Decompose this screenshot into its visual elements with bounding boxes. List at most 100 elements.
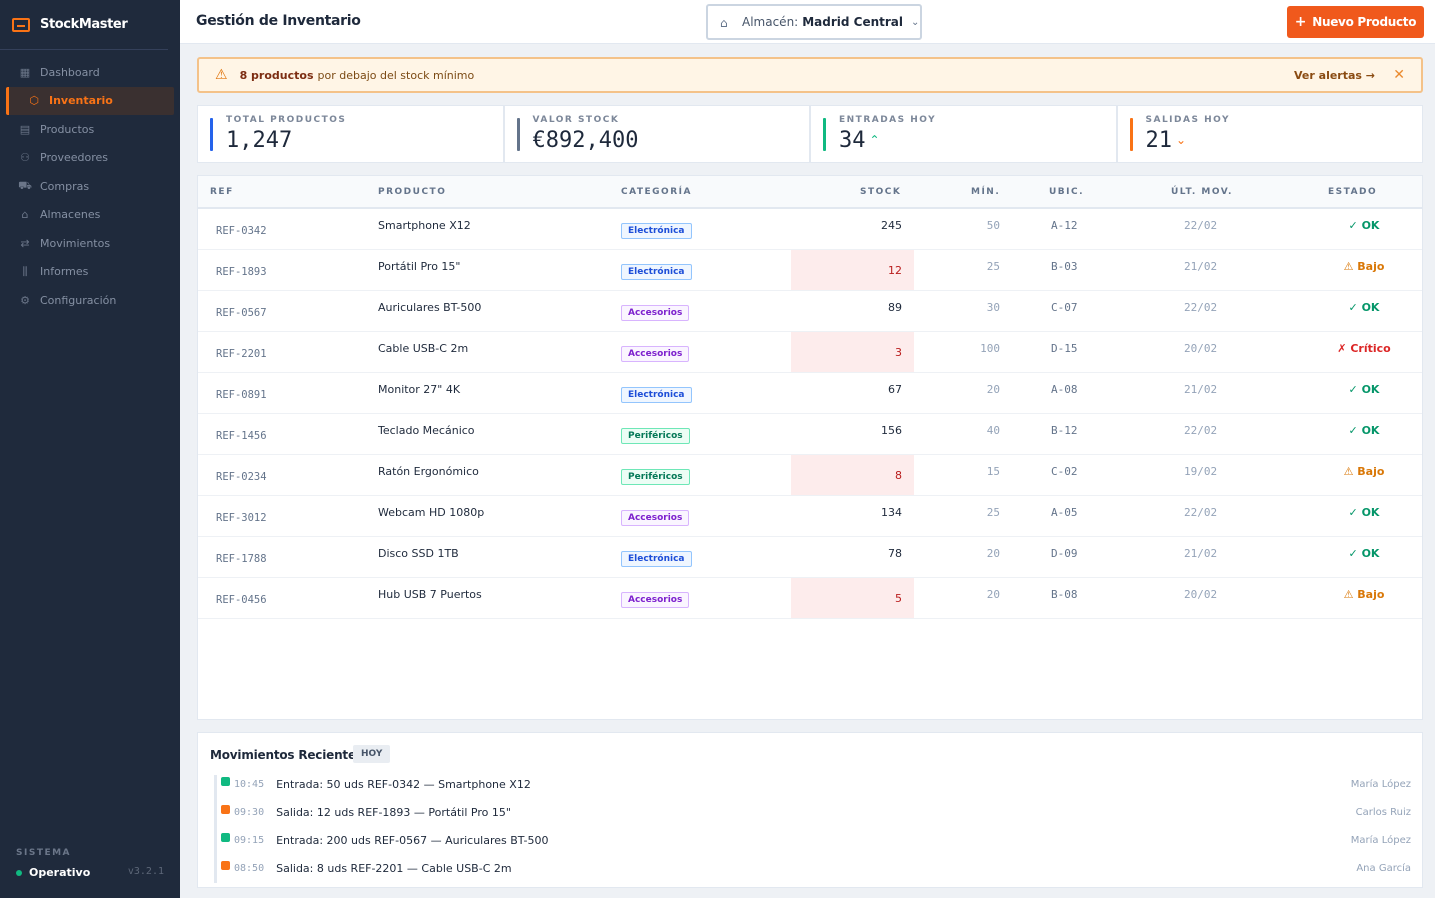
cell-last-move: 22/02 (1184, 423, 1218, 437)
category-badge: Accesorios (621, 305, 690, 321)
col-location[interactable]: UBIC. (1049, 187, 1085, 197)
movement-item[interactable]: 10:45 Entrada: 50 uds REF-0342 — Smartpho… (221, 776, 1411, 792)
cell-location: C-07 (1051, 300, 1078, 314)
grid-icon: ▦ (19, 65, 31, 79)
cell-stock: 8 (791, 455, 914, 495)
category-badge: Electrónica (621, 264, 692, 280)
arrows-icon: ⇄ (20, 236, 30, 250)
sidebar-item-configuracion[interactable]: ⚙ Configuración (0, 286, 180, 315)
stat-accent-bar (516, 118, 520, 151)
movements-title: Movimientos Recientes (210, 748, 363, 762)
table-row[interactable]: REF-2201 Cable USB-C 2m Accesorios 3 100 D-15… (198, 332, 1422, 373)
status-badge: ⚠ Bajo (1343, 587, 1385, 601)
new-product-button[interactable]: + Nuevo Producto (1287, 6, 1424, 38)
movement-text: Salida: 12 uds REF-1893 — Portátil Pro 1… (276, 805, 511, 819)
stat-label: TOTAL PRODUCTOS (226, 115, 347, 125)
table-row[interactable]: REF-3012 Webcam HD 1080p Accesorios 134 25 A-… (198, 496, 1422, 537)
page-title: Gestión de Inventario (196, 13, 361, 29)
stat-number: 34 (839, 128, 866, 153)
cell-ref: REF-2201 (216, 348, 267, 360)
movement-user: Carlos Ruiz (1355, 806, 1411, 818)
col-last-move[interactable]: ÚLT. MOV. (1171, 187, 1233, 197)
cell-location: C-02 (1051, 464, 1078, 478)
col-product[interactable]: PRODUCTO (378, 187, 447, 197)
sidebar-item-label: Configuración (40, 293, 117, 307)
cell-product: Monitor 27" 4K (378, 382, 461, 396)
bar-chart-icon: ⫼ (22, 264, 28, 278)
cell-min: 25 (986, 259, 1000, 273)
alert-count: 8 productos (239, 68, 314, 82)
sidebar-item-label: Almacenes (40, 208, 101, 222)
table-row[interactable]: REF-0891 Monitor 27" 4K Electrónica 67 20 A-0… (198, 373, 1422, 414)
table-row[interactable]: REF-0567 Auriculares BT-500 Accesorios 89 30… (198, 291, 1422, 332)
table-row[interactable]: REF-1788 Disco SSD 1TB Electrónica 78 20 D-09… (198, 537, 1422, 578)
movement-text: Entrada: 50 uds REF-0342 — Smartphone X1… (276, 777, 531, 791)
movement-text: Entrada: 200 uds REF-0567 — Auriculares … (276, 833, 549, 847)
cell-stock: 245 (881, 218, 902, 232)
sidebar-item-almacenes[interactable]: ⌂ Almacenes (0, 201, 180, 230)
close-icon[interactable]: ✕ (1393, 67, 1405, 83)
cell-category: Accesorios (621, 293, 690, 333)
system-label: SISTEMA (16, 848, 72, 858)
cell-category: Accesorios (621, 498, 690, 538)
table-row[interactable]: REF-1456 Teclado Mecánico Periféricos 156 40… (198, 414, 1422, 455)
cart-icon: ⛟ (18, 178, 32, 192)
stat-card: ENTRADAS HOY 34 ⌃ (811, 106, 1118, 162)
stat-number: 1,247 (226, 128, 293, 153)
movement-item[interactable]: 09:15 Entrada: 200 uds REF-0567 — Auricul… (221, 832, 1411, 848)
status-badge: ✓ OK (1348, 218, 1380, 232)
cell-product: Hub USB 7 Puertos (378, 587, 482, 601)
movement-user: María López (1350, 834, 1411, 846)
cell-ref: REF-0234 (216, 471, 267, 483)
cell-min: 50 (986, 218, 1000, 232)
cell-ref: REF-1788 (216, 553, 267, 565)
sidebar-item-label: Inventario (49, 94, 113, 108)
exit-marker-icon (221, 860, 230, 870)
movement-time: 09:30 (234, 806, 265, 818)
cell-location: B-03 (1051, 259, 1078, 273)
sidebar-item-compras[interactable]: ⛟ Compras (0, 172, 180, 201)
col-ref[interactable]: REF (210, 187, 234, 197)
cell-min: 20 (986, 382, 1000, 396)
cell-category: Electrónica (621, 211, 692, 251)
view-alerts-link[interactable]: Ver alertas → (1294, 69, 1375, 82)
stat-accent-bar (210, 118, 213, 151)
sidebar-item-proveedores[interactable]: ⚇ Proveedores (0, 144, 180, 173)
cell-category: Accesorios (621, 334, 690, 374)
sidebar-item-label: Productos (40, 122, 95, 136)
table-row[interactable]: REF-0234 Ratón Ergonómico Periféricos 8 15 C-… (198, 455, 1422, 496)
sidebar-item-dashboard[interactable]: ▦ Dashboard (0, 58, 180, 87)
table-row[interactable]: REF-0456 Hub USB 7 Puertos Accesorios 5 20 B-… (198, 578, 1422, 619)
movement-time: 09:15 (234, 834, 265, 846)
category-badge: Electrónica (621, 223, 692, 239)
warehouse-select[interactable]: ⌂ Almacén: Madrid Central ⌄ (706, 4, 922, 40)
brand[interactable]: StockMaster (0, 0, 168, 50)
col-min[interactable]: MÍN. (971, 187, 1001, 197)
sidebar-item-movimientos[interactable]: ⇄ Movimientos (0, 229, 180, 258)
inventory-table: REF PRODUCTO CATEGORÍA STOCK MÍN. UBIC. … (197, 175, 1423, 720)
col-category[interactable]: CATEGORÍA (621, 187, 692, 197)
app-name: StockMaster (40, 17, 128, 32)
movement-item[interactable]: 09:30 Salida: 12 uds REF-1893 — Portátil … (221, 804, 1411, 820)
movement-user: Ana García (1356, 862, 1411, 874)
cell-location: A-08 (1051, 382, 1078, 396)
sidebar-item-informes[interactable]: ⫼ Informes (0, 258, 180, 287)
stat-accent-bar (1129, 118, 1133, 151)
cell-last-move: 22/02 (1184, 218, 1218, 232)
package-icon: ▤ (19, 122, 31, 136)
box-icon: ⬡ (29, 94, 39, 108)
gear-icon: ⚙ (20, 293, 30, 307)
movement-time: 08:50 (234, 862, 265, 874)
col-stock[interactable]: STOCK (860, 187, 902, 197)
sidebar-item-productos[interactable]: ▤ Productos (0, 115, 180, 144)
cell-category: Electrónica (621, 539, 692, 579)
table-row[interactable]: REF-1893 Portátil Pro 15" Electrónica 12 25 B… (198, 250, 1422, 291)
col-status[interactable]: ESTADO (1328, 187, 1378, 197)
new-product-label: Nuevo Producto (1312, 15, 1417, 29)
table-row[interactable]: REF-0342 Smartphone X12 Electrónica 245 50 A-… (198, 209, 1422, 250)
cell-ref: REF-0567 (216, 307, 267, 319)
sidebar-item-inventario[interactable]: ⬡ Inventario (6, 86, 174, 115)
cell-product: Disco SSD 1TB (378, 546, 459, 560)
cell-category: Periféricos (621, 416, 690, 456)
movement-item[interactable]: 08:50 Salida: 8 uds REF-2201 — Cable USB-… (221, 860, 1411, 876)
